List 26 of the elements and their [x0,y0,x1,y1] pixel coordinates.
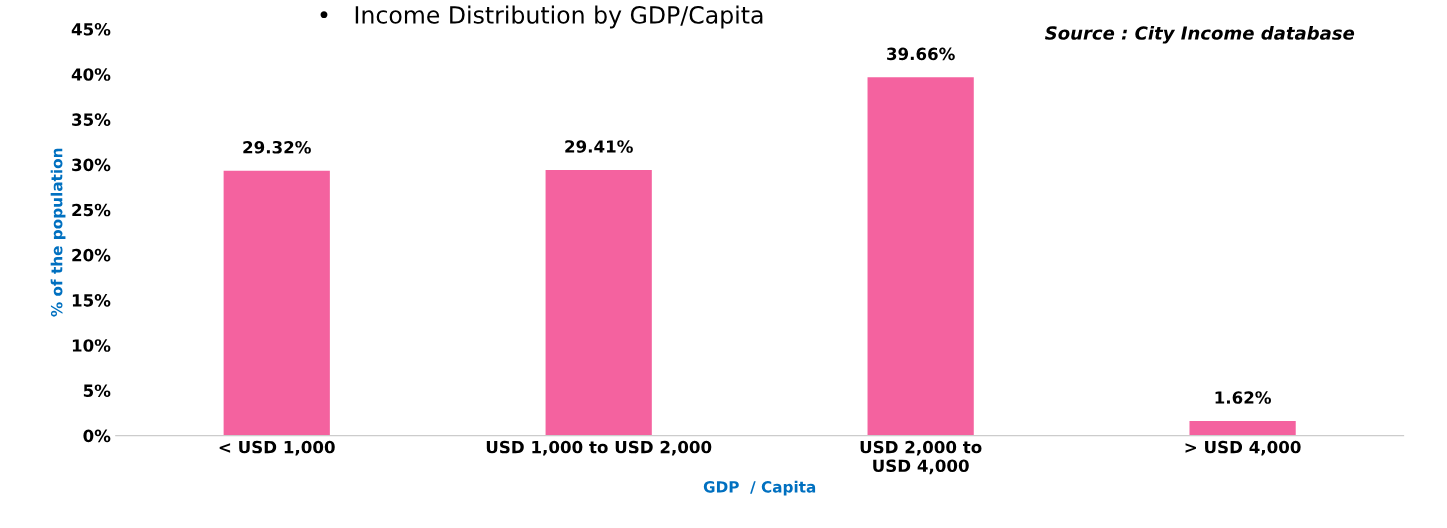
y-tick-label: 35% [72,113,111,126]
x-tick-label: USD 1,000 to USD 2,000 [486,440,712,456]
y-tick-label: 30% [72,158,111,172]
x-tick-label: USD 2,000 to USD 4,000 [860,440,982,475]
data-label: 29.41% [565,140,633,153]
y-tick-label: 40% [71,68,111,81]
bar [545,169,652,436]
data-label: 29.32% [243,140,311,154]
data-label: 1.62% [1215,391,1271,404]
annotation: Source : City Income database [1045,25,1355,44]
y-tick-label: 15% [72,294,111,307]
bar [867,77,974,436]
y-tick-label: 5% [83,384,111,397]
bar [223,170,330,436]
y-tick-label: 45% [71,23,111,36]
data-label: 39.66% [887,47,955,61]
y-tick-label: 20% [72,248,111,262]
chart-title: • Income Distribution by GDP/Capita [320,5,763,29]
y-tick-label: 25% [72,203,111,217]
y-tick-label: 0% [83,429,111,443]
y-tick-label: 10% [72,339,111,352]
y-axis-title: % of the population [50,148,66,317]
x-axis-title: GDP / Capita [703,480,816,496]
bar [1189,420,1296,436]
x-tick-label: < USD 1,000 [219,440,335,456]
x-tick-label: > USD 4,000 [1185,440,1301,456]
